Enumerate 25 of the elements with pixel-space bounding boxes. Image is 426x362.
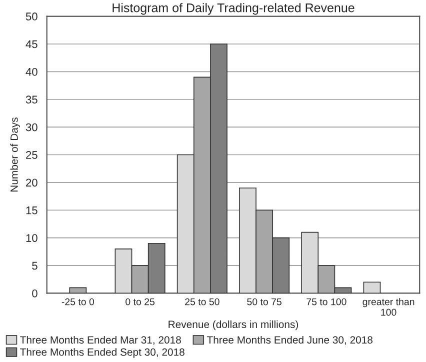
y-tick-label: 5 [32, 262, 38, 270]
y-tick-label: 15 [26, 206, 38, 214]
y-tick-label: 50 [26, 12, 38, 20]
bar [69, 287, 87, 294]
x-tick-label: 0 to 25 [126, 298, 155, 306]
bar [363, 282, 381, 294]
y-tick-label: 35 [26, 96, 38, 104]
x-tick-label: greater than 100 [362, 298, 414, 316]
y-tick-label: 30 [26, 123, 38, 132]
legend-label: Three Months Ended June 30, 2018 [206, 336, 372, 345]
x-tick-label: 25 to 50 [185, 298, 220, 306]
y-axis-title: Number of Days [10, 118, 20, 192]
y-tick-label: 45 [26, 40, 38, 48]
legend-label: Three Months Ended Mar 31, 2018 [20, 336, 181, 345]
y-tick-label: 10 [26, 234, 38, 242]
legend-label: Three Months Ended Sept 30, 2018 [20, 348, 184, 358]
x-tick-label: 75 to 100 [306, 298, 346, 306]
y-tick-label: 20 [26, 178, 38, 187]
x-tick-label: -25 to 0 [62, 298, 94, 306]
y-tick-label: 0 [32, 289, 38, 298]
y-tick-label: 25 [26, 151, 38, 159]
x-tick-label: 50 to 75 [247, 298, 282, 306]
chart-title: Histogram of Daily Trading-related Revenue [112, 3, 354, 15]
x-axis-title: Revenue (dollars in millions) [168, 320, 298, 330]
y-tick-label: 40 [26, 68, 38, 76]
